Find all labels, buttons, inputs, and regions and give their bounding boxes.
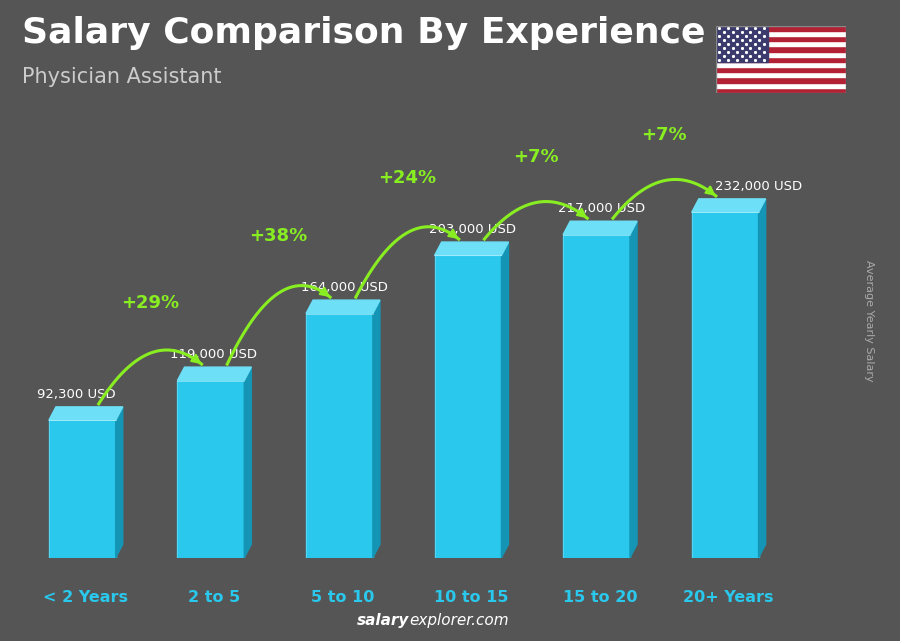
Text: 119,000 USD: 119,000 USD (170, 348, 256, 361)
Text: 2 to 5: 2 to 5 (188, 590, 240, 605)
Bar (716, 51, 846, 56)
Bar (716, 41, 846, 46)
Polygon shape (435, 256, 501, 558)
Polygon shape (373, 300, 380, 558)
Text: 232,000 USD: 232,000 USD (715, 180, 802, 193)
Text: +7%: +7% (513, 148, 559, 166)
Bar (716, 56, 846, 62)
Polygon shape (244, 367, 251, 558)
Text: explorer.com: explorer.com (410, 613, 509, 628)
Bar (716, 31, 846, 36)
Polygon shape (692, 199, 766, 212)
Polygon shape (116, 407, 122, 558)
Bar (716, 72, 846, 78)
Polygon shape (563, 221, 637, 235)
Polygon shape (306, 313, 373, 558)
Polygon shape (563, 235, 630, 558)
Polygon shape (177, 367, 251, 381)
Text: 5 to 10: 5 to 10 (311, 590, 374, 605)
Bar (716, 78, 846, 83)
Bar (716, 88, 846, 93)
Text: 164,000 USD: 164,000 USD (301, 281, 388, 294)
Text: 203,000 USD: 203,000 USD (429, 223, 517, 236)
Text: Physician Assistant: Physician Assistant (22, 67, 222, 87)
Text: +24%: +24% (378, 169, 436, 187)
Polygon shape (692, 212, 759, 558)
Polygon shape (49, 420, 116, 558)
Polygon shape (759, 199, 766, 558)
Polygon shape (49, 407, 122, 420)
Text: 217,000 USD: 217,000 USD (558, 203, 645, 215)
Polygon shape (306, 300, 380, 313)
Bar (716, 36, 846, 41)
Text: < 2 Years: < 2 Years (43, 590, 129, 605)
Text: Salary Comparison By Experience: Salary Comparison By Experience (22, 16, 706, 50)
Text: 92,300 USD: 92,300 USD (37, 388, 116, 401)
Bar (716, 26, 846, 31)
Text: +7%: +7% (642, 126, 688, 144)
Bar (716, 62, 846, 67)
Bar (716, 26, 768, 62)
Text: Average Yearly Salary: Average Yearly Salary (863, 260, 874, 381)
Polygon shape (630, 221, 637, 558)
Text: +38%: +38% (249, 227, 308, 245)
Bar (716, 83, 846, 88)
Text: 10 to 15: 10 to 15 (435, 590, 508, 605)
Text: 20+ Years: 20+ Years (683, 590, 774, 605)
Text: salary: salary (357, 613, 410, 628)
Polygon shape (501, 242, 508, 558)
Text: +29%: +29% (121, 294, 179, 312)
Bar (716, 67, 846, 72)
Polygon shape (435, 242, 508, 256)
Text: 15 to 20: 15 to 20 (562, 590, 637, 605)
Polygon shape (177, 381, 244, 558)
Bar (716, 46, 846, 51)
